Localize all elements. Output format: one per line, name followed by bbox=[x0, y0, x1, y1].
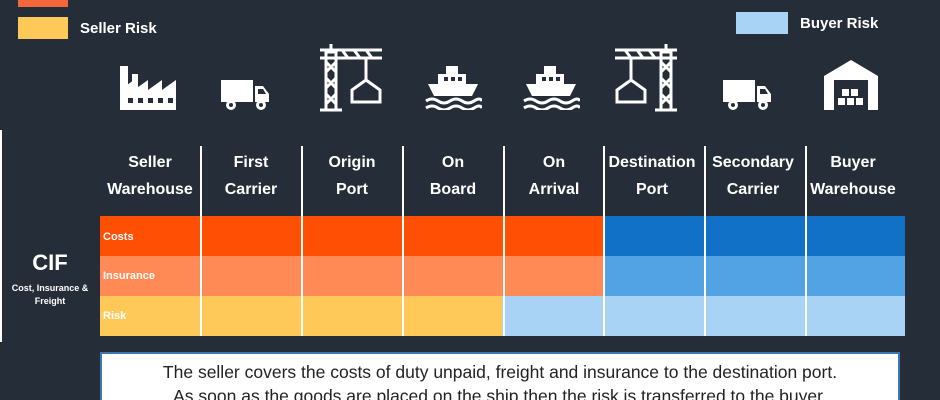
warehouse-icon bbox=[824, 60, 878, 110]
truck-icon bbox=[221, 80, 269, 110]
stage-line2: Warehouse bbox=[107, 181, 193, 198]
legend-seller-label: Seller Risk bbox=[80, 19, 157, 37]
grid-cell-costs-4 bbox=[401, 216, 503, 256]
stage-label-seller-warehouse: Seller Warehouse bbox=[100, 148, 200, 204]
column-divider bbox=[503, 146, 505, 336]
grid-cell-insurance-5 bbox=[502, 256, 603, 296]
crane-icon bbox=[615, 44, 677, 112]
term-panel bbox=[0, 130, 100, 342]
grid-cell-insurance-1 bbox=[100, 256, 201, 296]
description-box: The seller covers the costs of duty unpa… bbox=[100, 352, 900, 400]
row-label-insurance: Insurance bbox=[103, 270, 155, 282]
stage-line2: Port bbox=[636, 181, 668, 198]
term-name-line1: Cost, Insurance & bbox=[11, 283, 89, 293]
stage-line1: On bbox=[441, 154, 465, 171]
grid-cell-risk-8 bbox=[803, 296, 905, 336]
grid-cell-costs-3 bbox=[301, 216, 402, 256]
legend-buyer-swatch bbox=[736, 12, 788, 34]
term-name-line2: Freight bbox=[34, 296, 66, 306]
factory-icon bbox=[120, 66, 176, 110]
stage-label-on-arrival: On Arrival bbox=[504, 148, 604, 204]
column-divider bbox=[805, 146, 807, 336]
stage-line2: Port bbox=[335, 181, 368, 198]
stage-line2: Board bbox=[429, 181, 477, 198]
stage-line2: Carrier bbox=[224, 181, 278, 198]
stage-line1: Seller bbox=[128, 154, 172, 171]
stage-line1: Buyer bbox=[830, 154, 876, 171]
grid-cell-risk-2 bbox=[200, 296, 302, 336]
stage-label-secondary-carrier: Secondary Carrier bbox=[705, 148, 801, 204]
stage-label-first-carrier: First Carrier bbox=[201, 148, 301, 204]
grid-cell-risk-1 bbox=[100, 296, 201, 336]
grid-cell-risk-4 bbox=[401, 296, 503, 336]
term-code: CIF bbox=[32, 250, 68, 275]
grid-cell-costs-1 bbox=[100, 216, 201, 256]
grid-cell-risk-3 bbox=[301, 296, 402, 336]
column-divider bbox=[301, 146, 303, 336]
column-divider bbox=[603, 146, 605, 336]
stage-line2: Arrival bbox=[528, 181, 580, 198]
crane-icon bbox=[320, 44, 382, 112]
grid-cell-insurance-4 bbox=[401, 256, 503, 296]
grid-cell-insurance-3 bbox=[301, 256, 402, 296]
stage-line1: Origin bbox=[328, 154, 376, 171]
stage-line2: Carrier bbox=[726, 181, 780, 198]
stage-line1: Secondary bbox=[712, 154, 794, 171]
legend-top-swatch bbox=[18, 0, 68, 7]
stage-label-on-board: On Board bbox=[403, 148, 503, 204]
row-label-costs: Costs bbox=[103, 231, 134, 243]
grid-cell-insurance-7 bbox=[703, 256, 804, 296]
truck-icon bbox=[723, 80, 771, 110]
term-name: Cost, Insurance & Freight bbox=[0, 282, 100, 308]
legend-buyer-label: Buyer Risk bbox=[800, 14, 879, 32]
column-divider bbox=[200, 146, 202, 336]
stage-label-destination-port: Destination Port bbox=[600, 148, 704, 204]
description-line1: The seller covers the costs of duty unpa… bbox=[162, 362, 838, 382]
grid-cell-costs-2 bbox=[200, 216, 302, 256]
legend-seller-risk: Seller Risk bbox=[18, 17, 157, 39]
stage-label-buyer-warehouse: Buyer Warehouse bbox=[802, 148, 904, 204]
grid-cell-insurance-2 bbox=[200, 256, 302, 296]
grid-cell-costs-8 bbox=[803, 216, 905, 256]
stage-line2: Warehouse bbox=[810, 181, 896, 198]
legend-seller-swatch bbox=[18, 17, 68, 39]
grid-cell-insurance-8 bbox=[803, 256, 905, 296]
grid-cell-risk-5 bbox=[502, 296, 603, 336]
grid-cell-risk-7 bbox=[703, 296, 804, 336]
stage-label-origin-port: Origin Port bbox=[302, 148, 402, 204]
row-label-risk: Risk bbox=[103, 310, 127, 322]
ship-icon bbox=[425, 66, 482, 110]
column-divider bbox=[402, 146, 404, 336]
grid-cell-costs-5 bbox=[502, 216, 603, 256]
stage-line1: Destination bbox=[608, 154, 696, 171]
stage-line1: First bbox=[233, 154, 269, 171]
grid-cell-costs-7 bbox=[703, 216, 804, 256]
legend-buyer-risk: Buyer Risk bbox=[736, 12, 878, 34]
stage-line1: On bbox=[542, 154, 566, 171]
grid-cell-insurance-6 bbox=[602, 256, 704, 296]
description-line2: As soon as the goods are placed on the s… bbox=[173, 386, 827, 400]
ship-icon bbox=[523, 66, 580, 110]
grid-cell-risk-6 bbox=[602, 296, 704, 336]
grid-cell-costs-6 bbox=[602, 216, 704, 256]
column-divider bbox=[704, 146, 706, 336]
